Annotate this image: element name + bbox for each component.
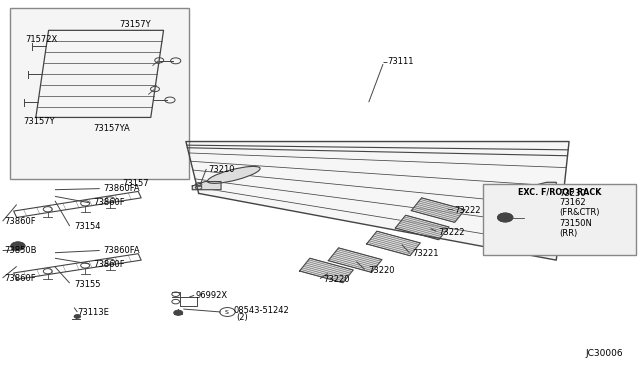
Polygon shape	[192, 182, 221, 190]
Text: 73157: 73157	[122, 179, 148, 187]
Polygon shape	[300, 258, 353, 283]
Text: 73157Y: 73157Y	[119, 20, 150, 29]
Text: 73860F: 73860F	[4, 217, 35, 226]
Ellipse shape	[207, 166, 260, 183]
Text: 08543-51242: 08543-51242	[234, 306, 289, 315]
Polygon shape	[328, 248, 382, 272]
Text: 73860FA: 73860FA	[103, 185, 140, 193]
Polygon shape	[524, 182, 556, 208]
Text: 73154: 73154	[74, 222, 100, 231]
Text: 73230: 73230	[559, 189, 586, 198]
Text: 73210: 73210	[208, 165, 235, 174]
Text: 73221: 73221	[413, 249, 439, 258]
Polygon shape	[396, 215, 449, 240]
Circle shape	[497, 213, 513, 222]
Text: 73113E: 73113E	[77, 308, 109, 317]
Text: 73162: 73162	[559, 198, 586, 207]
Text: JC30006: JC30006	[586, 349, 623, 358]
Circle shape	[11, 242, 25, 250]
Text: 73222: 73222	[454, 206, 481, 215]
Text: 96992X: 96992X	[195, 291, 228, 300]
Text: EXC. F/ROOF RACK: EXC. F/ROOF RACK	[518, 188, 601, 197]
Polygon shape	[412, 198, 465, 222]
Text: S: S	[224, 310, 228, 314]
Text: 71572X: 71572X	[25, 35, 57, 44]
Text: 73155: 73155	[74, 280, 100, 289]
Circle shape	[74, 315, 81, 318]
Polygon shape	[367, 231, 420, 256]
Text: (2): (2)	[236, 313, 248, 322]
Text: 73860F: 73860F	[4, 274, 35, 283]
Text: (FR&CTR): (FR&CTR)	[559, 208, 600, 217]
Circle shape	[536, 190, 548, 198]
Text: 73157YA: 73157YA	[93, 124, 130, 133]
Text: 73850B: 73850B	[4, 246, 36, 255]
Text: 73157Y: 73157Y	[23, 117, 54, 126]
Text: 73222: 73222	[438, 228, 465, 237]
Text: (RR): (RR)	[559, 228, 578, 238]
Bar	[483, 184, 636, 254]
Text: 73860FA: 73860FA	[103, 246, 140, 255]
Text: 73150N: 73150N	[559, 219, 593, 228]
Bar	[10, 8, 189, 179]
Text: 73220: 73220	[323, 275, 349, 284]
Text: 73111: 73111	[387, 57, 413, 66]
Polygon shape	[186, 141, 569, 260]
Text: 73220: 73220	[368, 266, 394, 275]
Text: 73860F: 73860F	[93, 198, 125, 207]
Text: 73860F: 73860F	[93, 260, 125, 269]
Circle shape	[173, 310, 182, 315]
